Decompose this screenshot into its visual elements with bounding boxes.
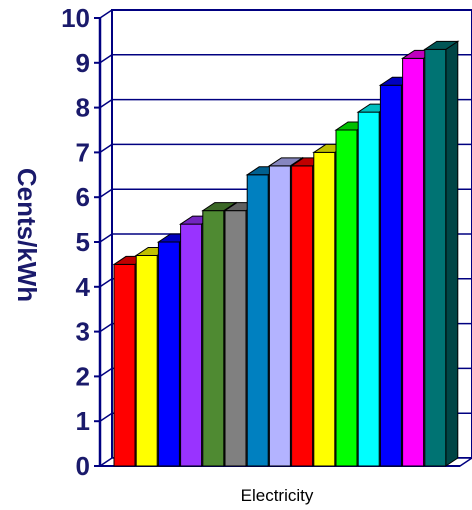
bar-front [291, 165, 314, 467]
y-tick-label: 8 [76, 93, 90, 123]
gridline-diagonal [99, 233, 113, 243]
gridline-diagonal [99, 9, 113, 19]
bar-front [157, 241, 180, 467]
y-tick-labels: 0 1 2 3 4 5 6 7 8 9 10 [61, 3, 90, 481]
bar-side [445, 40, 459, 467]
y-tick-label: 10 [61, 3, 90, 33]
bar-front [379, 84, 402, 467]
bar-top [423, 40, 460, 50]
bar-front [113, 263, 136, 467]
gridline-diagonal [99, 412, 113, 422]
bar-front [313, 151, 336, 467]
gridline-diagonal [99, 143, 113, 154]
category-label: Electricity [241, 486, 314, 505]
bar-series [112, 40, 460, 467]
y-tick-label: 9 [76, 48, 90, 78]
bar-front [180, 223, 203, 467]
gridline-diagonal [99, 98, 113, 109]
bar [423, 40, 460, 467]
y-tick-label: 7 [76, 137, 90, 167]
y-tick-label: 0 [76, 451, 90, 481]
bar-top [201, 202, 238, 212]
gridline-diagonal [99, 188, 113, 198]
y-tick-label: 1 [76, 406, 90, 436]
y-axis-title: Cents/kWh [12, 168, 42, 302]
bar-front [335, 129, 358, 467]
y-tick-label: 6 [76, 182, 90, 212]
bar-front [424, 48, 447, 467]
bar-front [224, 210, 247, 467]
gridline-diagonal [99, 278, 113, 288]
bar-front [135, 254, 158, 467]
bar-top [267, 157, 305, 167]
bar-front [402, 57, 425, 467]
bar-front [357, 111, 380, 467]
gridline-diagonal [99, 322, 113, 333]
bar-front [202, 210, 225, 467]
gridline-diagonal [99, 367, 113, 378]
y-tick-label: 2 [76, 361, 90, 391]
bar-front [246, 174, 269, 467]
y-tick-label: 3 [76, 317, 90, 347]
gridline-diagonal [99, 54, 113, 64]
y-tick-label: 5 [76, 227, 90, 257]
bar-front [268, 165, 291, 467]
y-tick-label: 4 [76, 272, 91, 302]
